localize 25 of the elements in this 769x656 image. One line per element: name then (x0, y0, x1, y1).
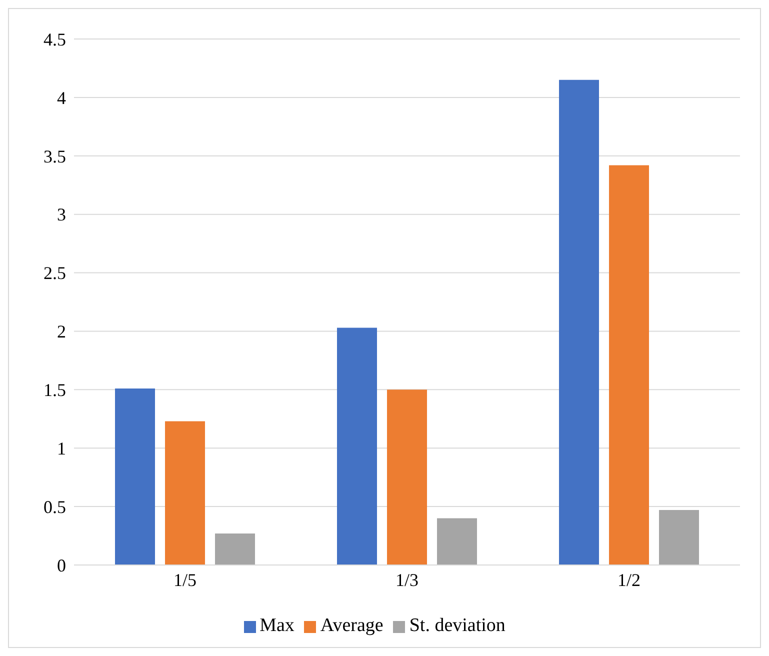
bar (387, 390, 427, 565)
bar (437, 518, 477, 565)
y-tick-label: 1.5 (44, 380, 66, 400)
y-tick-label: 3.5 (44, 146, 66, 166)
bar (165, 421, 205, 565)
legend-label: St. deviation (409, 615, 506, 636)
x-tick-label: 1/3 (395, 570, 419, 590)
bar (659, 510, 699, 565)
bar (559, 80, 599, 565)
y-tick-label: 4 (57, 88, 66, 108)
x-tick-label: 1/5 (173, 570, 197, 590)
legend-label: Max (260, 615, 294, 636)
y-tick-label: 3 (57, 204, 66, 225)
y-tick-label: 2 (57, 322, 66, 342)
y-tick-label: 2.5 (44, 263, 66, 284)
x-tick-label: 1/2 (617, 570, 641, 590)
bar (609, 165, 649, 565)
bar (115, 388, 155, 565)
legend-label: Average (320, 615, 384, 636)
y-tick-label: 0 (57, 555, 66, 576)
y-tick-label: 1 (57, 438, 66, 458)
y-tick-label: 4.5 (44, 29, 66, 50)
bar (215, 533, 255, 565)
bar (337, 328, 377, 565)
y-tick-label: 0.5 (44, 496, 66, 517)
